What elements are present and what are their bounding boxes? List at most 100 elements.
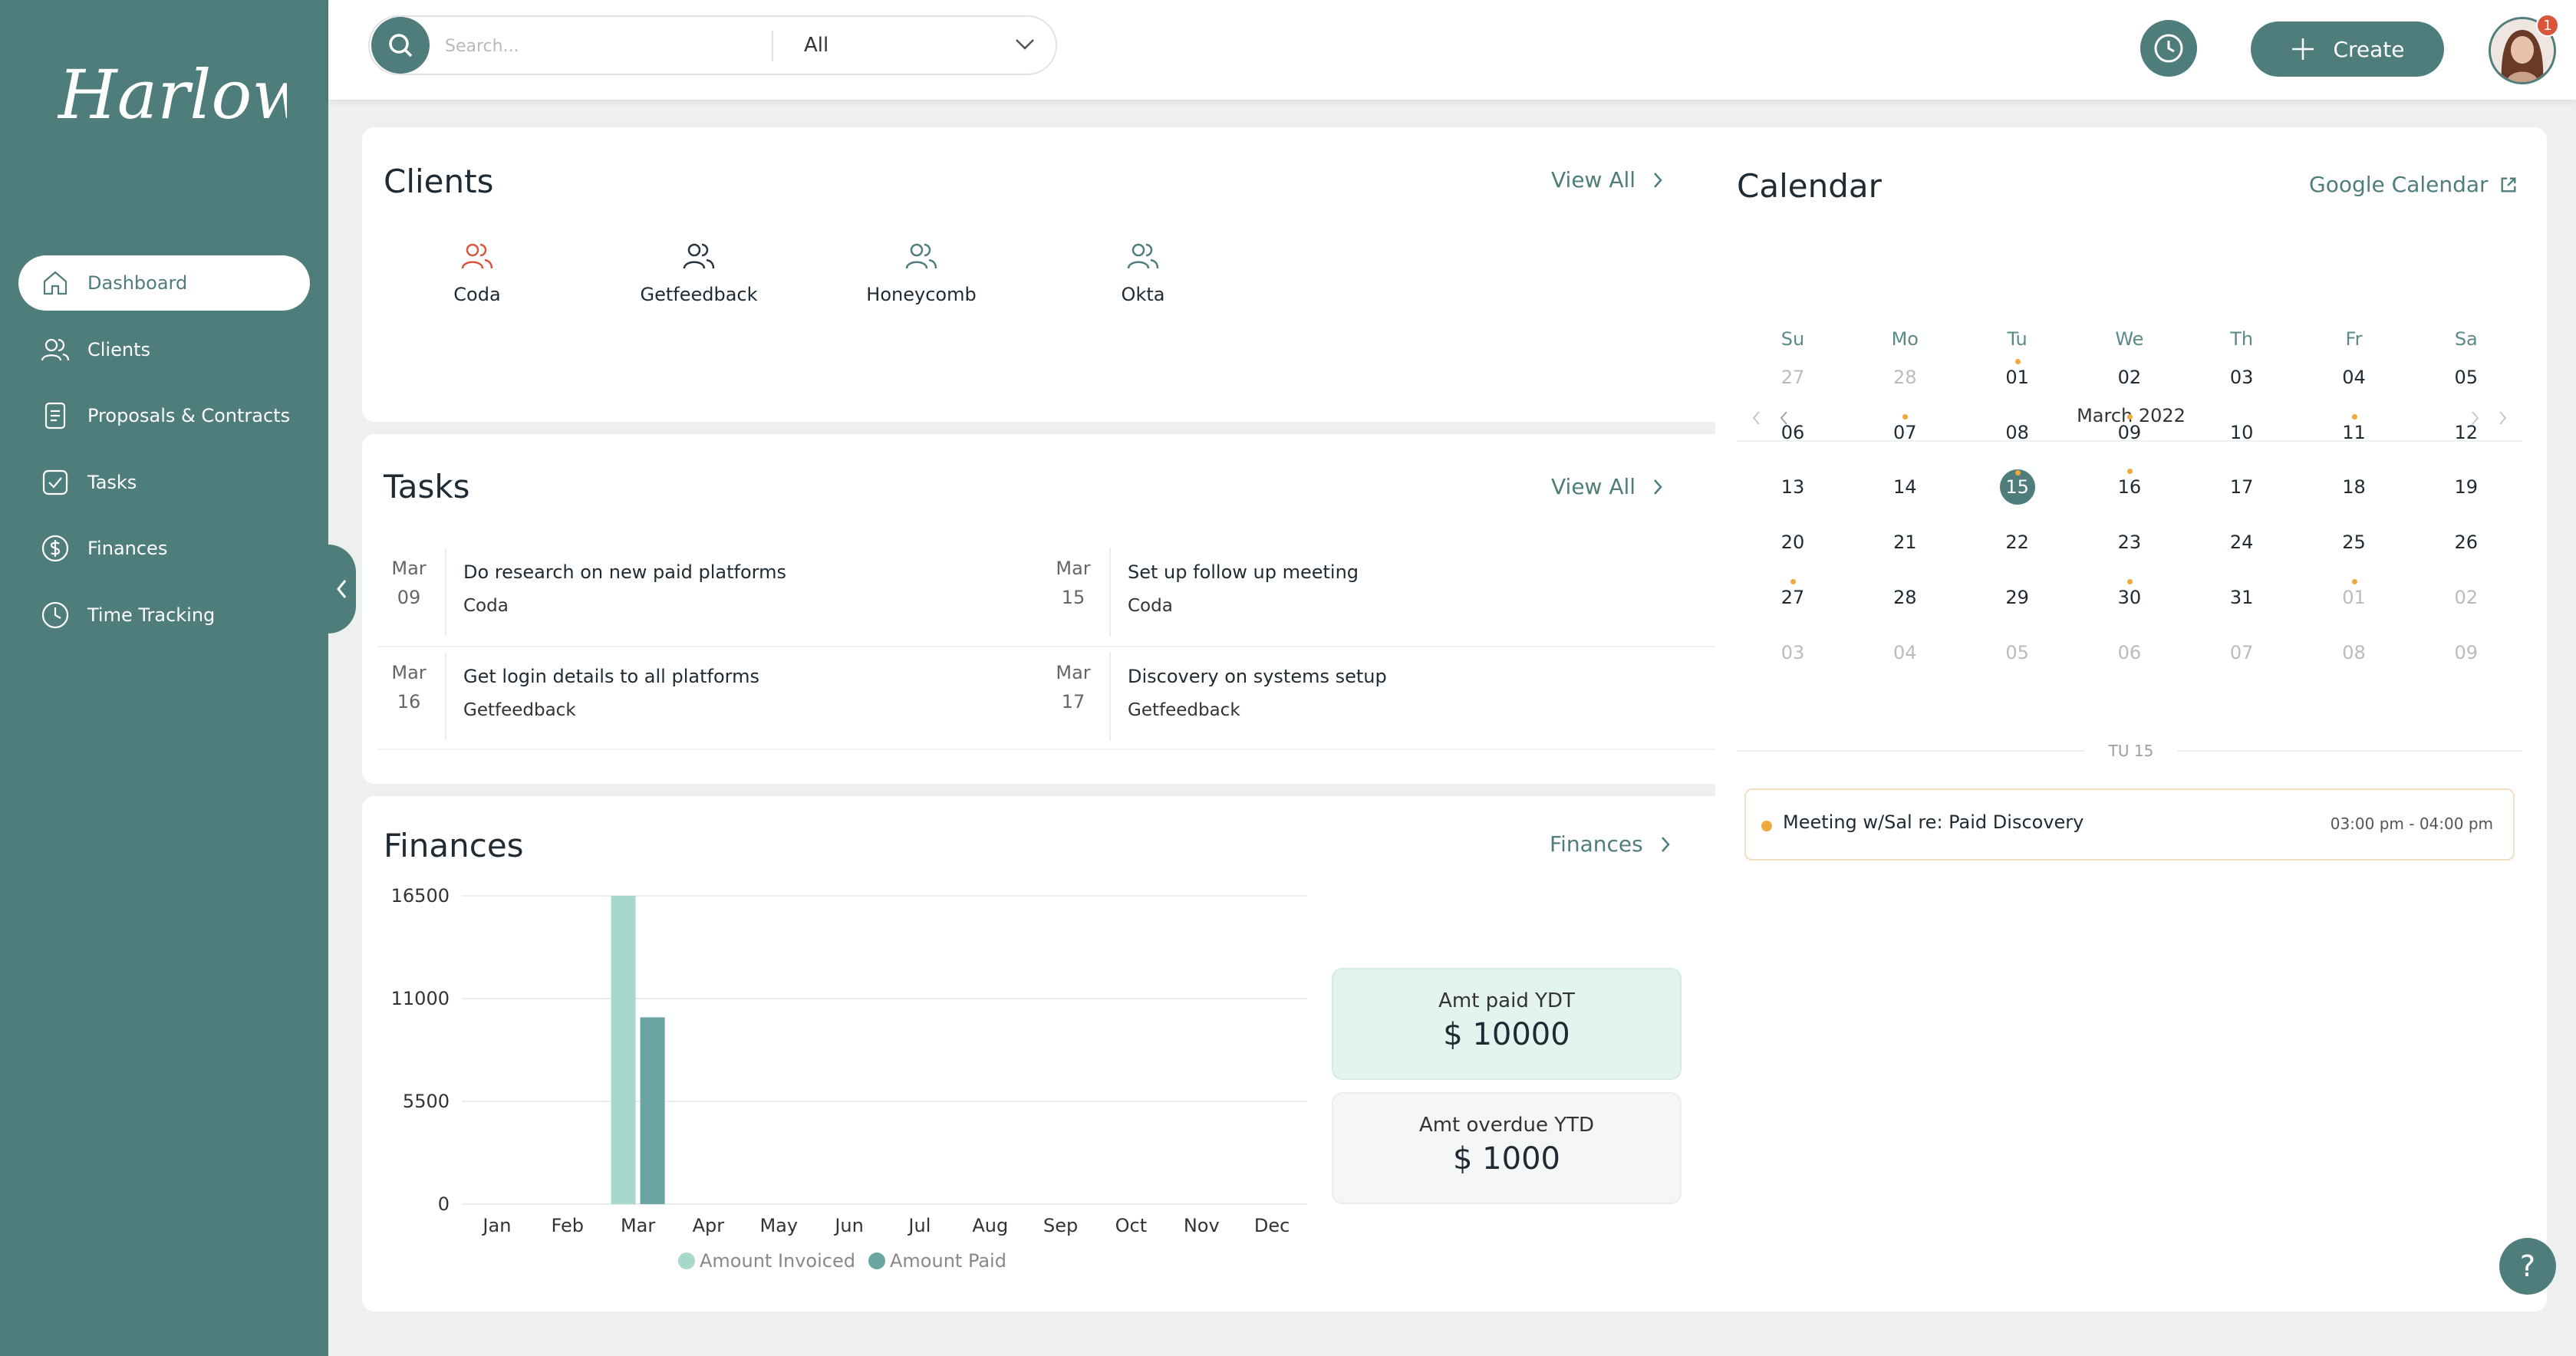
client-item-getfeedback[interactable]: Getfeedback bbox=[622, 241, 776, 305]
calendar-day-today[interactable]: 15 bbox=[1987, 469, 2048, 505]
sidebar-item-clients[interactable]: Clients bbox=[18, 322, 310, 377]
calendar-day[interactable]: 27 bbox=[1762, 578, 1823, 616]
x-tick-label: Aug bbox=[972, 1215, 1008, 1236]
sidebar-item-tasks[interactable]: Tasks bbox=[18, 455, 310, 510]
collapse-sidebar-button[interactable] bbox=[328, 545, 356, 634]
task-item[interactable]: Mar 09 Do research on new paid platforms C… bbox=[385, 548, 786, 644]
prev-year-button[interactable] bbox=[1749, 408, 1764, 428]
calendar-day[interactable]: 09 bbox=[2099, 413, 2160, 451]
search-input[interactable] bbox=[445, 31, 736, 61]
tasks-view-all-link[interactable]: View All bbox=[1551, 474, 1665, 499]
calendar-day[interactable]: 11 bbox=[2324, 413, 2385, 451]
prev-month-button[interactable] bbox=[1777, 408, 1792, 428]
sidebar-item-label: Dashboard bbox=[87, 272, 188, 294]
task-item[interactable]: Mar 17 Discovery on systems setup Getfeedb… bbox=[1049, 652, 1387, 749]
task-client: Getfeedback bbox=[1128, 700, 1240, 720]
calendar-day-number: 04 bbox=[1893, 641, 1917, 663]
calendar-day[interactable]: 19 bbox=[2436, 469, 2497, 505]
amount-paid-stat: Amt paid YDT $ 10000 bbox=[1332, 968, 1682, 1080]
client-name: Okta bbox=[1121, 284, 1165, 305]
client-item-okta[interactable]: Okta bbox=[1066, 241, 1220, 305]
calendar-day[interactable]: 08 bbox=[2324, 634, 2385, 671]
home-icon bbox=[43, 271, 68, 295]
calendar-day[interactable]: 03 bbox=[2211, 359, 2272, 396]
calendar-day-number: 29 bbox=[2005, 586, 2029, 608]
notification-badge[interactable]: 1 bbox=[2536, 14, 2559, 37]
calendar-day[interactable]: 21 bbox=[1874, 524, 1935, 561]
task-item[interactable]: Mar 15 Set up follow up meeting Coda bbox=[1049, 548, 1359, 644]
calendar-day[interactable]: 10 bbox=[2211, 414, 2272, 451]
clients-view-all-link[interactable]: View All bbox=[1551, 167, 1665, 193]
calendar-day[interactable]: 13 bbox=[1762, 469, 1823, 505]
harlow-logo[interactable]: Harlow bbox=[57, 43, 287, 143]
calendar-day[interactable]: 05 bbox=[2436, 359, 2497, 396]
search-button[interactable] bbox=[371, 17, 430, 74]
sidebar-item-dashboard[interactable]: Dashboard bbox=[18, 255, 310, 311]
create-button[interactable]: Create bbox=[2251, 21, 2444, 77]
task-day: 16 bbox=[397, 691, 421, 713]
calendar-day[interactable]: 04 bbox=[2324, 359, 2385, 396]
calendar-day[interactable]: 28 bbox=[1874, 579, 1935, 616]
sidebar-item-proposals[interactable]: Proposals & Contracts bbox=[18, 388, 310, 443]
event-indicator-dot bbox=[2126, 469, 2133, 475]
task-month: Mar bbox=[391, 662, 427, 683]
legend-label: Amount Invoiced bbox=[700, 1250, 855, 1272]
calendar-day[interactable]: 04 bbox=[1874, 634, 1935, 671]
calendar-day[interactable]: 07 bbox=[1874, 413, 1935, 451]
calendar-day[interactable]: 29 bbox=[1987, 579, 2048, 616]
calendar-day[interactable]: 02 bbox=[2099, 359, 2160, 396]
next-month-button[interactable] bbox=[2467, 408, 2482, 428]
calendar-day[interactable]: 08 bbox=[1987, 414, 2048, 451]
calendar-day[interactable]: 12 bbox=[2436, 414, 2497, 451]
google-calendar-link[interactable]: Google Calendar bbox=[2309, 172, 2518, 197]
task-item[interactable]: Mar 16 Get login details to all platforms… bbox=[385, 652, 759, 749]
calendar-day-number: 08 bbox=[2005, 421, 2029, 443]
chevron-down-icon bbox=[1016, 39, 1034, 50]
calendar-day[interactable]: 25 bbox=[2324, 524, 2385, 561]
calendar-day[interactable]: 16 bbox=[2099, 469, 2160, 505]
calendar-day[interactable]: 14 bbox=[1874, 469, 1935, 505]
calendar-day[interactable]: 07 bbox=[2211, 634, 2272, 671]
calendar-day[interactable]: 24 bbox=[2211, 524, 2272, 561]
calendar-day[interactable]: 02 bbox=[2436, 579, 2497, 616]
calendar-day[interactable]: 18 bbox=[2324, 469, 2385, 505]
finances-link[interactable]: Finances bbox=[1550, 831, 1672, 857]
calendar-day[interactable]: 20 bbox=[1762, 524, 1823, 561]
calendar-day-number: 09 bbox=[2117, 421, 2142, 443]
help-button[interactable]: ? bbox=[2499, 1238, 2556, 1295]
calendar-day[interactable]: 06 bbox=[1762, 414, 1823, 451]
chevron-right-icon bbox=[1654, 172, 1662, 188]
search-filter-select[interactable]: All bbox=[789, 17, 1057, 74]
calendar-day-number: 20 bbox=[1780, 532, 1805, 554]
x-tick-label: Jun bbox=[833, 1215, 864, 1236]
avatar[interactable] bbox=[2489, 17, 2556, 84]
client-item-coda[interactable]: Coda bbox=[400, 241, 554, 305]
calendar-day[interactable]: 06 bbox=[2099, 634, 2160, 671]
calendar-event[interactable]: Meeting w/Sal re: Paid Discovery 03:00 p… bbox=[1744, 788, 2515, 861]
calendar-day[interactable]: 01 bbox=[2324, 578, 2385, 616]
calendar-day[interactable]: 27 bbox=[1762, 359, 1823, 396]
calendar-day[interactable]: 31 bbox=[2211, 579, 2272, 616]
sidebar-item-time-tracking[interactable]: Time Tracking bbox=[18, 587, 310, 643]
calendar-day[interactable]: 22 bbox=[1987, 524, 2048, 561]
calendar-day[interactable]: 17 bbox=[2211, 469, 2272, 505]
history-button[interactable] bbox=[2140, 20, 2197, 77]
chevron-right-icon bbox=[1654, 479, 1662, 495]
client-item-honeycomb[interactable]: Honeycomb bbox=[845, 241, 998, 305]
task-date: Mar 09 bbox=[385, 548, 433, 644]
next-year-button[interactable] bbox=[2495, 408, 2510, 428]
calendar-day[interactable]: 30 bbox=[2099, 578, 2160, 616]
calendar-day[interactable]: 23 bbox=[2099, 524, 2160, 561]
calendar-day[interactable]: 05 bbox=[1987, 634, 2048, 671]
google-calendar-label: Google Calendar bbox=[2309, 172, 2489, 197]
calendar-day-number: 23 bbox=[2117, 532, 2142, 554]
task-divider bbox=[445, 652, 446, 741]
calendar-day[interactable]: 28 bbox=[1874, 359, 1935, 396]
calendar-day[interactable]: 03 bbox=[1762, 634, 1823, 671]
sidebar-item-finances[interactable]: Finances bbox=[18, 521, 310, 576]
calendar-day[interactable]: 26 bbox=[2436, 524, 2497, 561]
calendar-day-number: 27 bbox=[1780, 586, 1805, 608]
calendar-day-number: 31 bbox=[2229, 586, 2254, 608]
calendar-day[interactable]: 09 bbox=[2436, 634, 2497, 671]
calendar-day[interactable]: 01 bbox=[1987, 359, 2048, 396]
